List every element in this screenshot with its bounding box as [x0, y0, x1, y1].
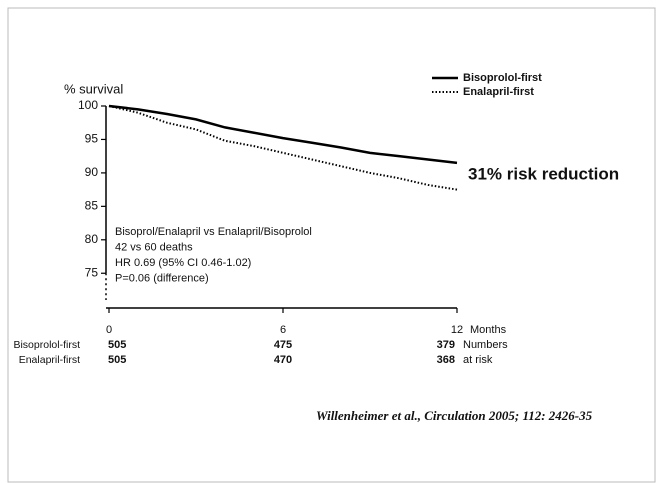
x-tick-label: 0 [106, 324, 112, 336]
stats-text: HR 0.69 (95% CI 0.46-1.02) [115, 257, 251, 269]
survival-line [108, 104, 458, 165]
x-tick-label: 12 [451, 324, 463, 336]
y-tick-label: 95 [85, 132, 99, 146]
risk-value: 368 [437, 354, 455, 366]
annotation: 31% risk reduction [468, 164, 619, 183]
y-tick-label: 90 [85, 165, 99, 179]
risk-value: 505 [108, 354, 126, 366]
risk-label: at risk [463, 354, 493, 366]
stats-text: Bisoprol/Enalapril vs Enalapril/Bisoprol… [115, 226, 312, 238]
frame [7, 7, 656, 483]
legend-label: Enalapril-first [463, 86, 534, 98]
risk-value: 470 [274, 354, 292, 366]
citation: Willenheimer et al., Circulation 2005; 1… [316, 408, 593, 423]
x-axis-label: Months [470, 324, 507, 336]
y-tick-label: 75 [85, 265, 99, 279]
risk-value: 475 [274, 339, 292, 351]
risk-row-label: Bisoprolol-first [13, 339, 80, 351]
legend-label: Bisoprolol-first [463, 72, 542, 84]
risk-label: Numbers [463, 339, 508, 351]
y-axis-label: % survival [64, 81, 123, 96]
stats-text: P=0.06 (difference) [115, 272, 209, 284]
risk-value: 379 [437, 339, 455, 351]
risk-row-label: Enalapril-first [19, 354, 80, 366]
y-tick-label: 85 [85, 199, 99, 213]
risk-value: 505 [108, 339, 126, 351]
stats-text: 42 vs 60 deaths [115, 241, 193, 253]
y-tick-label: 100 [78, 98, 98, 112]
x-tick-label: 6 [280, 324, 286, 336]
y-tick-label: 80 [85, 232, 99, 246]
survival-line [108, 105, 458, 191]
